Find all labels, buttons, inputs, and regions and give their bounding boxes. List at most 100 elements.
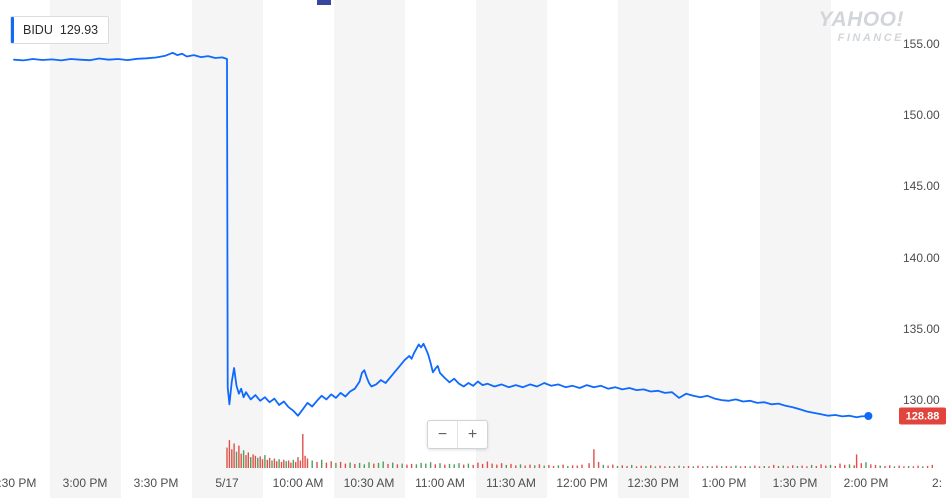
volume-bar — [349, 462, 351, 468]
volume-bar — [316, 461, 318, 468]
background-stripe — [49, 0, 121, 498]
x-tick-label: 3:30 PM — [133, 476, 179, 490]
volume-bar — [302, 434, 304, 468]
volume-bar — [415, 464, 418, 468]
volume-bar — [420, 462, 422, 468]
volume-bar — [926, 466, 929, 468]
volume-bar — [716, 465, 718, 468]
volume-bar — [650, 465, 652, 468]
volume-bar — [597, 461, 600, 468]
volume-bar — [515, 465, 517, 468]
volume-bar — [552, 466, 555, 468]
volume-bar — [754, 465, 756, 468]
volume-bar — [519, 464, 522, 468]
volume-bar — [510, 463, 512, 468]
price-line — [13, 51, 870, 419]
volume-bar — [576, 465, 578, 468]
volume-bar — [687, 466, 690, 468]
y-tick-label: 155.00 — [903, 37, 940, 51]
volume-bar — [810, 464, 813, 468]
volume-bar — [285, 461, 287, 468]
volume-bar — [588, 463, 590, 468]
y-tick-label: 150.00 — [903, 108, 940, 123]
volume-bar — [645, 466, 647, 468]
volume-bar — [306, 458, 309, 468]
volume-bar — [844, 464, 846, 468]
legend-price: 129.93 — [59, 23, 99, 37]
volume-bar — [235, 451, 238, 468]
volume-bar — [266, 459, 268, 468]
volume-bar — [543, 465, 545, 468]
volume-bar — [240, 453, 242, 468]
volume-bar — [820, 464, 822, 468]
volume-bar — [898, 465, 900, 468]
yahoo-finance-watermark: YAHOO! FINANCE — [819, 9, 904, 44]
volume-bar — [496, 464, 498, 468]
x-tick-label: 2:00 PM — [843, 476, 889, 490]
volume-bar — [806, 466, 808, 468]
volume-bar — [659, 465, 661, 468]
volume-bar — [640, 465, 642, 468]
volume-bar — [500, 463, 503, 468]
volume-bar — [377, 462, 380, 468]
y-tick-label: 135.00 — [903, 321, 940, 336]
watermark-finance-text: FINANCE — [837, 32, 904, 44]
volume-bar — [567, 466, 569, 468]
volume-bar — [631, 464, 633, 468]
current-price-dot — [864, 412, 873, 420]
volume-bar — [773, 464, 775, 468]
volume-bar — [571, 465, 574, 468]
zoom-in-button[interactable]: + — [458, 421, 487, 448]
volume-bar — [607, 465, 609, 468]
volume-bar — [664, 466, 666, 468]
volume-bar — [581, 464, 583, 468]
volume-bar — [725, 466, 728, 468]
x-tick-label: 5/17 — [215, 476, 239, 490]
volume-bar — [702, 466, 704, 468]
volume-bar — [829, 464, 832, 468]
x-tick-label: 3:00 PM — [62, 476, 108, 490]
volume-bar — [782, 465, 784, 468]
volume-bar — [711, 466, 713, 468]
zoom-out-button[interactable]: − — [428, 421, 457, 448]
volume-bar — [744, 466, 746, 468]
volume-bar — [534, 465, 536, 468]
volume-bar — [325, 462, 328, 468]
volume-bar — [448, 463, 451, 468]
x-tick-label: 12:30 PM — [627, 476, 679, 490]
volume-bar — [903, 466, 905, 468]
x-tick-label: 1:00 PM — [701, 476, 747, 490]
volume-bar — [295, 461, 297, 468]
volume-bar — [787, 466, 789, 468]
x-tick-label: 1:30 PM — [772, 476, 818, 490]
top-range-handle[interactable] — [317, 0, 331, 5]
volume-bar — [839, 463, 841, 468]
volume-bar — [848, 464, 851, 468]
volume-bar — [777, 466, 780, 468]
volume-bar — [252, 454, 254, 468]
volume-bar — [739, 466, 742, 468]
volume-bar — [922, 466, 924, 468]
background-stripe — [475, 0, 547, 498]
volume-bar — [410, 463, 413, 468]
volume-bar — [602, 464, 604, 468]
volume-bar — [884, 466, 886, 468]
volume-bar — [259, 456, 261, 468]
volume-bar — [855, 454, 858, 468]
volume-bar — [358, 462, 361, 468]
volume-bar — [912, 466, 915, 468]
volume-bar — [538, 464, 541, 468]
volume-bar — [297, 457, 299, 468]
volume-bar — [721, 466, 723, 468]
volume-bar — [354, 463, 356, 468]
volume-bar — [467, 463, 470, 468]
volume-bar — [853, 465, 855, 468]
volume-bar — [280, 461, 283, 468]
volume-bar — [673, 466, 675, 468]
volume-bar — [801, 465, 803, 468]
background-stripe — [333, 0, 405, 498]
volume-bar — [311, 460, 313, 468]
volume-bar — [557, 465, 560, 468]
volume-bar — [626, 466, 628, 468]
